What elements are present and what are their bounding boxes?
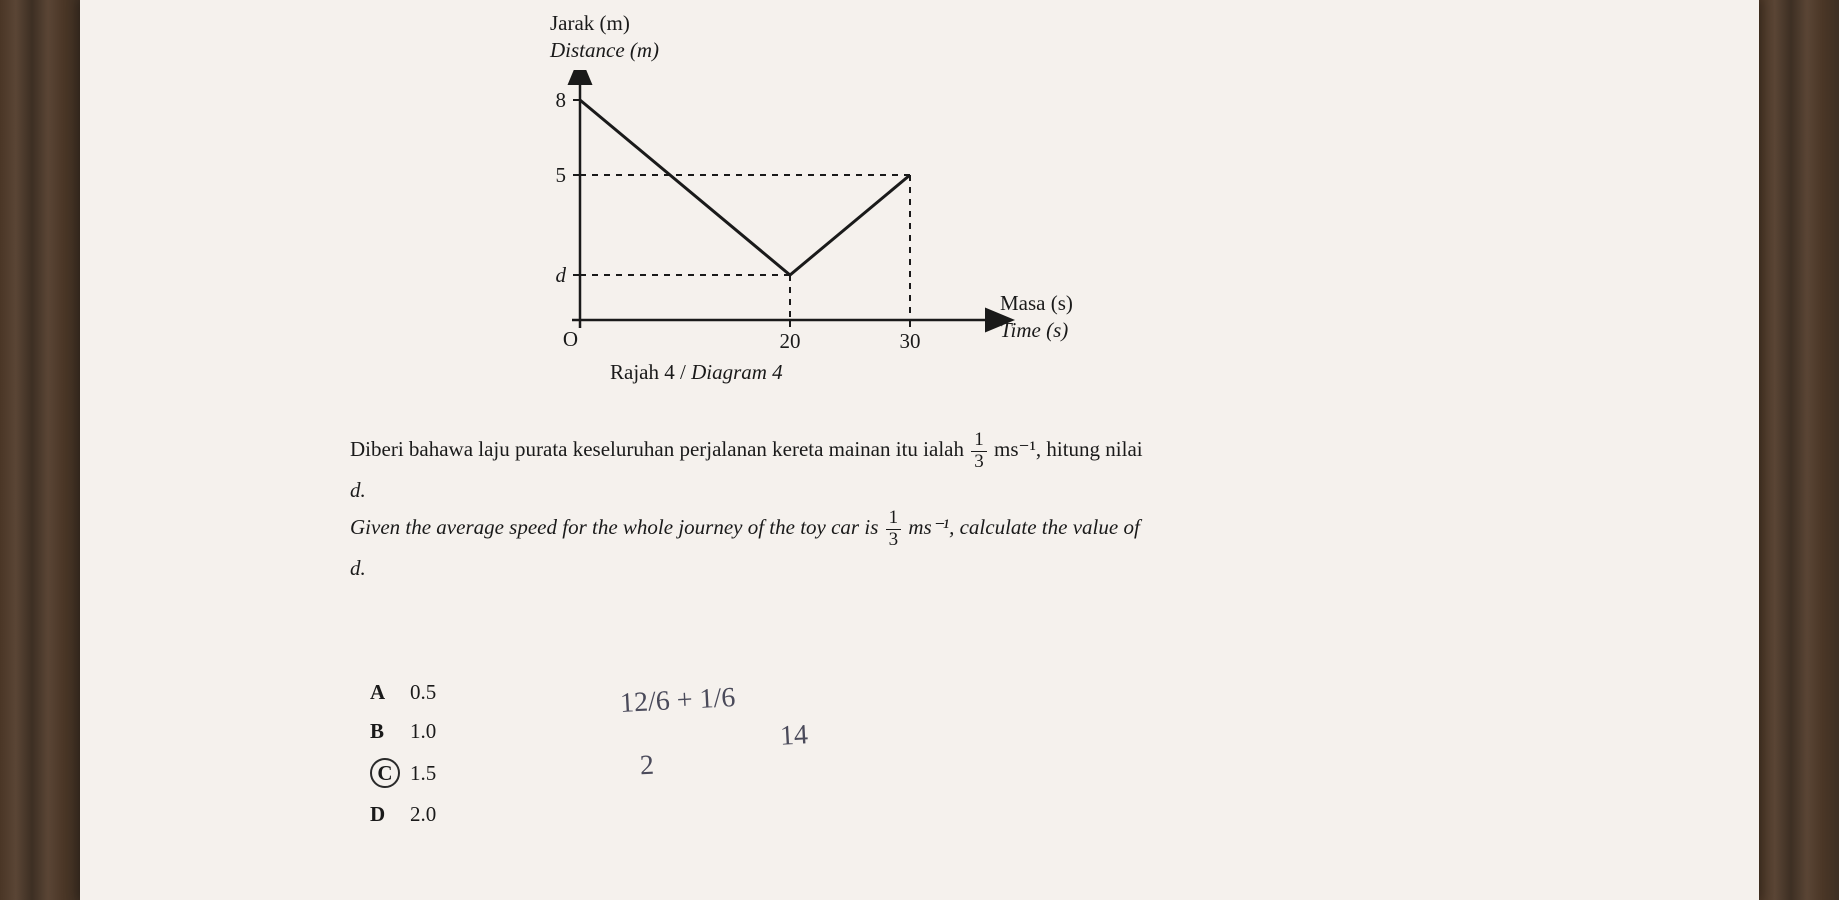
diagram-caption: Rajah 4 / Diagram 4 [610,360,783,385]
q-bm-part1: Diberi bahawa laju purata keseluruhan pe… [350,437,969,461]
option-value: 2.0 [410,802,436,827]
svg-text:30: 30 [900,329,921,353]
svg-text:5: 5 [556,163,567,187]
fraction-den: 3 [971,452,987,473]
fraction-bm: 13 [971,430,987,473]
option-value: 1.5 [410,761,436,786]
svg-text:d: d [556,263,567,287]
handwriting-working-3: 14 [779,719,809,752]
svg-text:20: 20 [780,329,801,353]
question-block: Diberi bahawa laju purata keseluruhan pe… [350,430,1559,587]
question-bm-line: Diberi bahawa laju purata keseluruhan pe… [350,430,1559,473]
q-en-part2: ms⁻¹, calculate the value of [903,516,1140,540]
svg-text:8: 8 [556,88,567,112]
option-value: 0.5 [410,680,436,705]
chart-svg: 8 5 d O 20 30 [550,70,1050,390]
question-en-line: Given the average speed for the whole jo… [350,508,1559,551]
x-axis-label-bm: Masa (s) [1000,290,1073,317]
option-letter: D [370,802,410,827]
q-en-var: d. [350,551,1559,587]
option-row-d: D2.0 [370,802,436,827]
handwriting-working-2: 2 [639,750,655,783]
fraction-num-en: 1 [886,508,902,530]
fraction-en: 13 [886,508,902,551]
option-letter: C [370,758,410,788]
y-axis-label-group: Jarak (m) Distance (m) [550,10,659,65]
svg-text:O: O [563,327,578,351]
fraction-num: 1 [971,430,987,452]
y-axis-label-bm: Jarak (m) [550,10,659,37]
wood-background-right [1759,0,1839,900]
handwriting-working-1: 12/6 + 1/6 [619,682,736,720]
answer-options: A0.5B1.0C1.5D2.0 [370,680,436,841]
q-en-part1: Given the average speed for the whole jo… [350,516,884,540]
option-letter: A [370,680,410,705]
q-bm-part2: ms⁻¹, hitung nilai [989,437,1143,461]
x-axis-label-en: Time (s) [1000,317,1073,344]
circled-answer-icon: C [370,758,400,788]
distance-time-chart: 8 5 d O 20 30 [550,70,1050,390]
q-bm-var: d. [350,473,1559,509]
caption-bm: Rajah 4 / [610,360,691,384]
wood-background-left [0,0,80,900]
option-row-a: A0.5 [370,680,436,705]
x-axis-label-group: Masa (s) Time (s) [1000,290,1073,345]
y-axis-label-en: Distance (m) [550,37,659,64]
fraction-den-en: 3 [886,530,902,551]
option-value: 1.0 [410,719,436,744]
caption-en: Diagram 4 [691,360,783,384]
option-letter: B [370,719,410,744]
option-row-c: C 1.5 [370,758,436,788]
option-row-b: B1.0 [370,719,436,744]
exam-paper: Jarak (m) Distance (m) 8 5 d O 20 30 Masa (s)… [80,0,1759,900]
